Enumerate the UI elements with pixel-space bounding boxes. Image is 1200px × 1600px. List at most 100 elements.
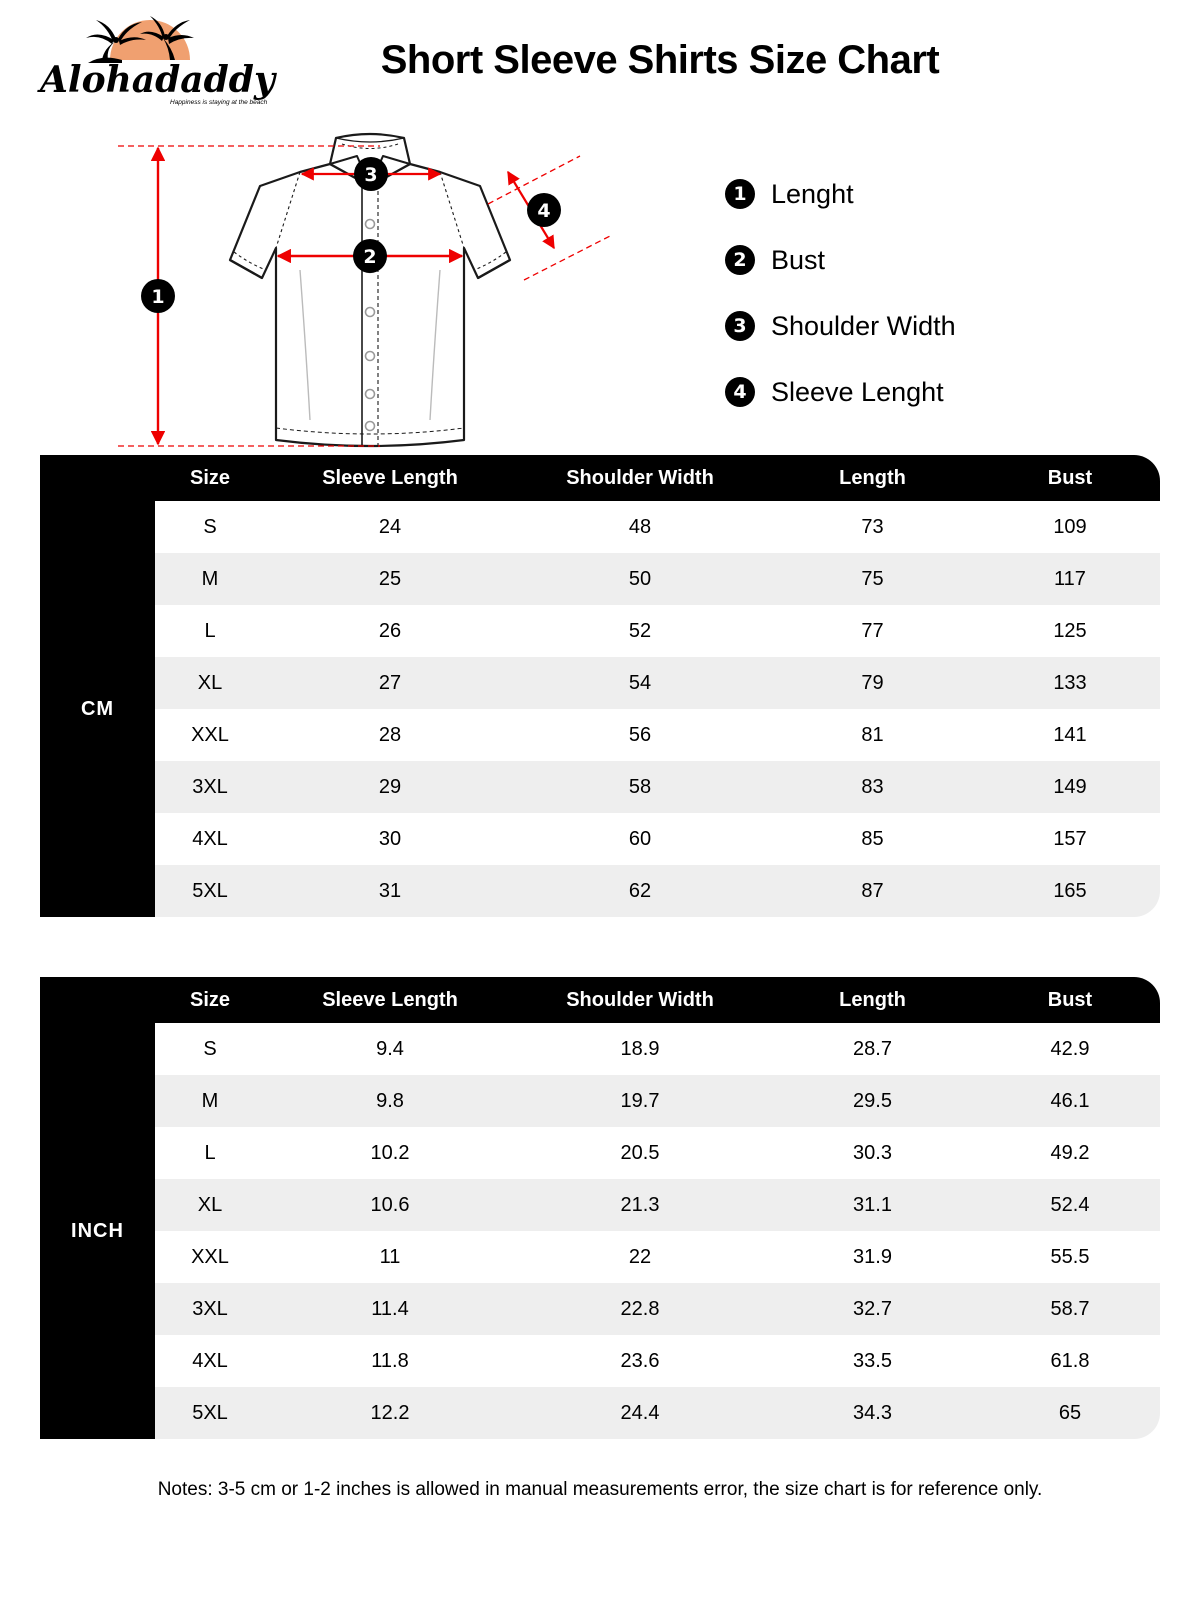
table-header-row: Size Sleeve Length Shoulder Width Length… — [40, 977, 1160, 1023]
cell-length: 33.5 — [765, 1335, 980, 1387]
cell-sleeve-length: 31 — [265, 865, 515, 917]
cell-length: 30.3 — [765, 1127, 980, 1179]
cell-length: 32.7 — [765, 1283, 980, 1335]
cell-sleeve-length: 25 — [265, 553, 515, 605]
table-row: 4XL 11.8 23.6 33.5 61.8 — [40, 1335, 1160, 1387]
col-header-sleeve: Sleeve Length — [265, 455, 515, 501]
legend-label-2: Bust — [771, 244, 826, 275]
table-row: 5XL 31 62 87 165 — [40, 865, 1160, 917]
measurement-diagram-area: 1 2 3 4 1 Lenght 2 Bust 3 — [0, 120, 1200, 455]
cell-bust: 55.5 — [980, 1231, 1160, 1283]
cell-length: 34.3 — [765, 1387, 980, 1439]
cell-length: 75 — [765, 553, 980, 605]
legend-label-4: Sleeve Lenght — [771, 376, 944, 407]
cell-size: 4XL — [155, 813, 265, 865]
marker-1-label: 1 — [151, 286, 164, 308]
cell-shoulder-width: 20.5 — [515, 1127, 765, 1179]
cell-size: M — [155, 553, 265, 605]
cell-shoulder-width: 24.4 — [515, 1387, 765, 1439]
cell-bust: 141 — [980, 709, 1160, 761]
inch-table-block: Size Sleeve Length Shoulder Width Length… — [40, 977, 1160, 1439]
col-header-bust: Bust — [980, 455, 1160, 501]
unit-label-cm: CM — [40, 501, 155, 917]
cell-size: 5XL — [155, 1387, 265, 1439]
cell-bust: 61.8 — [980, 1335, 1160, 1387]
cell-length: 73 — [765, 501, 980, 553]
logo-wordmark: Alohadaddy — [37, 59, 277, 101]
page-title: Short Sleeve Shirts Size Chart — [380, 38, 940, 82]
marker-3-shoulder — [354, 157, 388, 191]
cell-sleeve-length: 11.4 — [265, 1283, 515, 1335]
cell-length: 87 — [765, 865, 980, 917]
cell-bust: 109 — [980, 501, 1160, 553]
table-body: INCH S 9.4 18.9 28.7 42.9 M 9.8 19.7 29.5 46.1 L 10.… — [40, 1023, 1160, 1439]
col-header-length: Length — [765, 977, 980, 1023]
cell-size: S — [155, 1023, 265, 1075]
cell-size: XL — [155, 657, 265, 709]
cell-size: XXL — [155, 1231, 265, 1283]
marker-2-label: 2 — [363, 246, 376, 268]
cell-shoulder-width: 21.3 — [515, 1179, 765, 1231]
cell-length: 85 — [765, 813, 980, 865]
marker-3-label: 3 — [364, 164, 377, 186]
cell-length: 28.7 — [765, 1023, 980, 1075]
legend-item-shoulder-width: 3 Shoulder Width — [725, 307, 1125, 345]
legend-item-sleeve-length: 4 Sleeve Lenght — [725, 373, 1125, 411]
col-header-shoulder: Shoulder Width — [515, 977, 765, 1023]
measurement-legend: 1 Lenght 2 Bust 3 Shoulder Width 4 Sleev… — [725, 175, 1125, 439]
cell-length: 29.5 — [765, 1075, 980, 1127]
cell-shoulder-width: 22 — [515, 1231, 765, 1283]
legend-badge-4-icon: 4 — [725, 377, 755, 407]
cell-shoulder-width: 56 — [515, 709, 765, 761]
marker-4-sleeve — [527, 193, 561, 227]
cell-size: XL — [155, 1179, 265, 1231]
cell-length: 81 — [765, 709, 980, 761]
cm-table-block: Size Sleeve Length Shoulder Width Length… — [40, 455, 1160, 917]
legend-badge-3-icon: 3 — [725, 311, 755, 341]
col-header-size: Size — [155, 455, 265, 501]
cell-length: 31.9 — [765, 1231, 980, 1283]
marker-1-length — [141, 279, 175, 313]
cell-bust: 125 — [980, 605, 1160, 657]
cell-bust: 157 — [980, 813, 1160, 865]
table-row: CM S 24 48 73 109 — [40, 501, 1160, 917]
cell-sleeve-length: 11.8 — [265, 1335, 515, 1387]
marker-2-bust — [353, 239, 387, 273]
cell-shoulder-width: 58 — [515, 761, 765, 813]
col-header-length: Length — [765, 455, 980, 501]
cell-length: 31.1 — [765, 1179, 980, 1231]
page-header: Alohadaddy Happiness is staying at the b… — [0, 0, 1200, 120]
col-header-sleeve: Sleeve Length — [265, 977, 515, 1023]
cell-bust: 117 — [980, 553, 1160, 605]
legend-item-bust: 2 Bust — [725, 241, 1125, 279]
cell-shoulder-width: 22.8 — [515, 1283, 765, 1335]
cell-size: 3XL — [155, 1283, 265, 1335]
cell-bust: 133 — [980, 657, 1160, 709]
cell-size: M — [155, 1075, 265, 1127]
col-header-size: Size — [155, 977, 265, 1023]
cell-size: L — [155, 1127, 265, 1179]
cell-shoulder-width: 23.6 — [515, 1335, 765, 1387]
cell-sleeve-length: 26 — [265, 605, 515, 657]
legend-badge-2-icon: 2 — [725, 245, 755, 275]
cell-sleeve-length: 24 — [265, 501, 515, 553]
cell-size: XXL — [155, 709, 265, 761]
cell-sleeve-length: 30 — [265, 813, 515, 865]
table-header-row: Size Sleeve Length Shoulder Width Length… — [40, 455, 1160, 501]
corner-cell — [40, 455, 155, 501]
legend-label-1: Lenght — [771, 178, 854, 209]
legend-item-length: 1 Lenght — [725, 175, 1125, 213]
cell-shoulder-width: 60 — [515, 813, 765, 865]
size-table-inch: Size Sleeve Length Shoulder Width Length… — [40, 977, 1160, 1439]
marker-4-label: 4 — [537, 200, 550, 222]
cell-shoulder-width: 18.9 — [515, 1023, 765, 1075]
table-row: XL 10.6 21.3 31.1 52.4 — [40, 1179, 1160, 1231]
cell-sleeve-length: 10.2 — [265, 1127, 515, 1179]
cell-length: 77 — [765, 605, 980, 657]
cell-shoulder-width: 19.7 — [515, 1075, 765, 1127]
cell-size: 4XL — [155, 1335, 265, 1387]
cell-sleeve-length: 9.8 — [265, 1075, 515, 1127]
col-header-shoulder: Shoulder Width — [515, 455, 765, 501]
table-row: 3XL 29 58 83 149 — [40, 761, 1160, 813]
